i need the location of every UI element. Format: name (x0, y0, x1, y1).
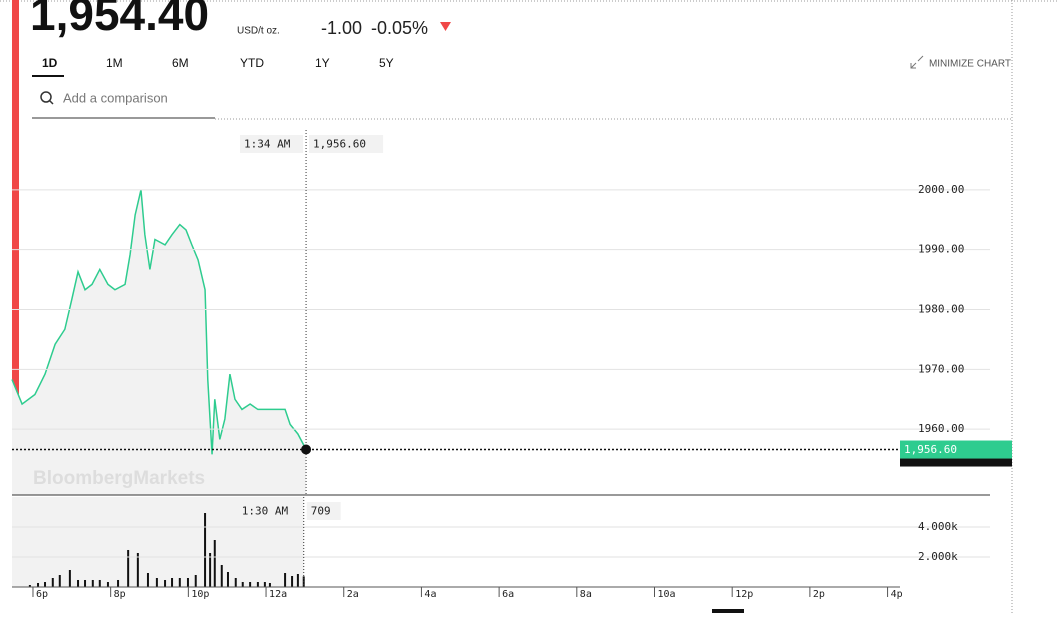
x-tick-label: 10a (657, 589, 675, 600)
search-icon-handle (48, 99, 54, 105)
down-arrow (440, 22, 451, 31)
plots: 1960.00 1970.00 1980.00 1990.00 2000.00 1:34 … (11, 130, 1012, 600)
y-tick-label: 1970.00 (918, 362, 964, 375)
volume-bar (234, 578, 237, 587)
volume-bar (28, 585, 31, 587)
minimize-icon (910, 55, 924, 69)
volume-bar (146, 573, 149, 587)
volume-bar (136, 552, 139, 587)
volume-bar (106, 582, 109, 587)
x-tick-label: 4a (424, 589, 436, 600)
volume-bar (204, 513, 207, 587)
search-icon (40, 91, 52, 103)
crosshair-time-bg (237, 502, 301, 520)
watermark: BloombergMarkets (33, 468, 205, 489)
last-price-box (900, 458, 1012, 467)
volume-bar (37, 582, 40, 587)
minimize-chart[interactable]: MINIMIZE CHART (929, 59, 1011, 70)
x-tick-label: 8p (114, 589, 126, 600)
y-tick-label: 1980.00 (918, 303, 964, 316)
volume-bar (171, 578, 174, 587)
crosshair-value: 709 (311, 505, 331, 518)
volume-bar (44, 582, 47, 587)
volume-bar (194, 575, 197, 587)
current-value-label-bg (900, 440, 1012, 459)
unit: USD/t oz. (237, 26, 280, 37)
volume-bar (284, 573, 287, 587)
search-input[interactable]: Add a comparison (63, 90, 168, 105)
y-tick-label: 2000.00 (918, 183, 964, 196)
volume-bar (98, 579, 101, 587)
scroll-handle (712, 609, 744, 613)
y-tick-label: 4.000k (918, 520, 958, 533)
volume-bar (68, 570, 71, 587)
volume-bar (77, 579, 80, 587)
tab[interactable]: 1M (106, 56, 123, 70)
x-tick-label: 4p (891, 589, 903, 600)
crosshair-dot (301, 444, 312, 455)
volume-bar (296, 573, 299, 587)
volume-bar (164, 579, 167, 587)
x-tick-label: 6a (502, 589, 514, 600)
tabs: 1D 1M 6M YTD 1Y 5Y (42, 56, 394, 70)
volume-bar (117, 579, 120, 587)
volume-bar (155, 578, 158, 587)
volume-bar (127, 549, 130, 587)
volume-bar (241, 582, 244, 587)
crosshair-value-bg (306, 502, 341, 520)
x-tick-label: 12p (735, 589, 753, 600)
x-tick-label: 2a (347, 589, 359, 600)
y-tick-label: 1960.00 (918, 422, 964, 435)
volume-bar (209, 552, 212, 587)
tab[interactable]: 1D (42, 56, 58, 70)
crosshair-value-bg (309, 135, 384, 153)
volume-bar (51, 578, 54, 587)
tab[interactable]: 1Y (315, 56, 330, 70)
change-pct: -0.05% (371, 18, 428, 38)
crosshair-time: 1:34 AM (244, 138, 291, 151)
price: 1,954.40 (30, 0, 209, 40)
volume-bar (249, 582, 252, 587)
volume-bar (268, 582, 271, 587)
change: -1.00 (321, 18, 362, 38)
accent-bar (12, 0, 19, 395)
volume-bar (256, 582, 259, 587)
x-tick-label: 6p (36, 589, 48, 600)
area-fill (12, 189, 307, 495)
volume-bar (220, 564, 223, 587)
volume-bar (84, 579, 87, 587)
volume-bar (291, 576, 294, 587)
crosshair-value: 1,956.60 (313, 138, 366, 151)
volume-bar (213, 540, 216, 587)
volume-bar (178, 578, 181, 587)
y-tick-label: 2.000k (918, 550, 958, 563)
current-value-label: 1,956.60 (904, 443, 957, 456)
crosshair-time: 1:30 AM (242, 505, 289, 518)
y-tick-label: 1990.00 (918, 243, 964, 256)
x-tick-label: 2p (813, 589, 825, 600)
price-line (11, 189, 307, 455)
volume-bar (58, 575, 61, 587)
volume-bar (263, 582, 266, 587)
tab[interactable]: YTD (240, 56, 264, 70)
crosshair-time-bg (240, 135, 304, 153)
x-tick-label: 12a (269, 589, 287, 600)
x-tick-label: 10p (191, 589, 209, 600)
volume-bar (91, 579, 94, 587)
tab[interactable]: 5Y (379, 56, 394, 70)
volume-bar (186, 578, 189, 587)
tab[interactable]: 6M (172, 56, 189, 70)
volume-bar (226, 572, 229, 587)
x-tick-label: 8a (580, 589, 592, 600)
